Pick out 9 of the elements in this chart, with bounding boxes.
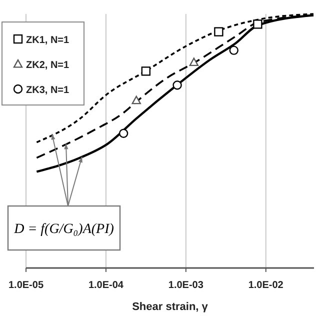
x-tick-label: 1.0E-03 (168, 280, 204, 291)
legend-label: ZK3, N=1 (26, 85, 70, 96)
x-tick-label: 1.0E-05 (8, 280, 44, 291)
annotation: D = f(G/G₀)A(PI) (13, 222, 114, 237)
x-tick-label: 1.0E-04 (88, 280, 124, 291)
x-axis-title: Shear strain, γ (132, 301, 209, 313)
legend-label: ZK1, N=1 (26, 35, 70, 46)
legend-label: ZK2, N=1 (26, 60, 70, 71)
x-tick-label: 1.0E-02 (248, 280, 284, 291)
